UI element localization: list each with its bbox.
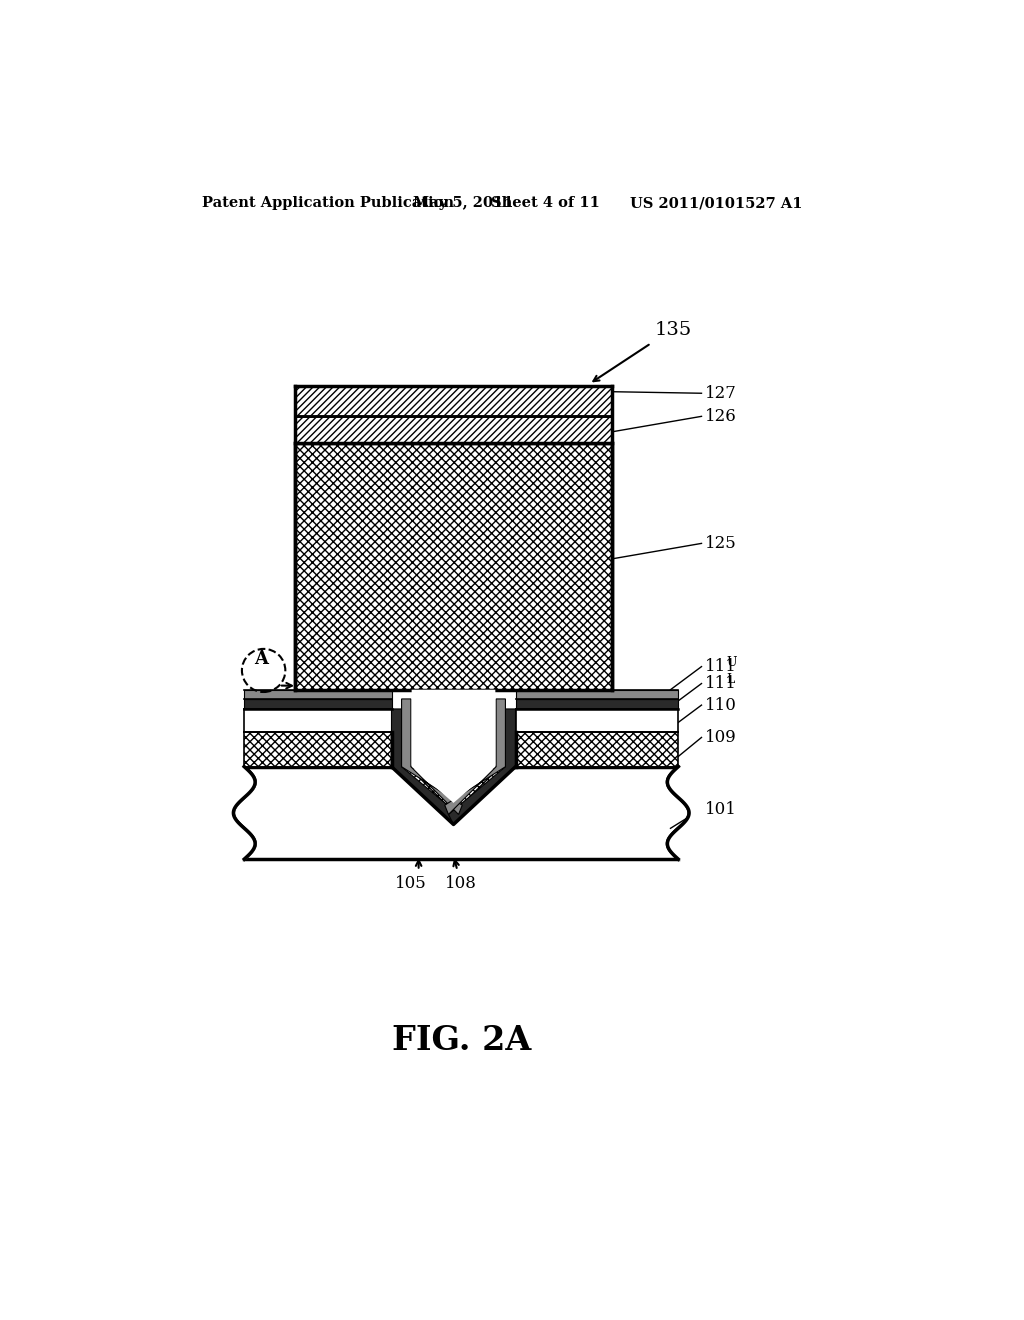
Bar bbox=[295, 444, 612, 689]
Text: 127: 127 bbox=[706, 384, 737, 401]
Bar bbox=[245, 733, 391, 767]
Bar bbox=[295, 385, 612, 416]
Text: 109: 109 bbox=[706, 729, 737, 746]
Text: Patent Application Publication: Patent Application Publication bbox=[202, 197, 454, 210]
Text: U: U bbox=[726, 656, 737, 669]
Text: Sheet 4 of 11: Sheet 4 of 11 bbox=[490, 197, 600, 210]
Text: 111: 111 bbox=[706, 675, 737, 692]
Bar bbox=[515, 689, 678, 733]
Text: 126: 126 bbox=[706, 408, 737, 425]
Text: May 5, 2011: May 5, 2011 bbox=[414, 197, 514, 210]
Text: A: A bbox=[254, 649, 268, 668]
Bar bbox=[515, 709, 678, 733]
Polygon shape bbox=[449, 709, 515, 825]
Polygon shape bbox=[391, 709, 459, 825]
Polygon shape bbox=[412, 689, 496, 803]
Text: 108: 108 bbox=[445, 875, 477, 891]
Text: 111: 111 bbox=[706, 659, 737, 675]
Bar bbox=[515, 700, 678, 709]
Bar bbox=[245, 767, 678, 859]
Text: 101: 101 bbox=[706, 800, 737, 817]
Polygon shape bbox=[444, 733, 515, 825]
Polygon shape bbox=[401, 700, 462, 814]
Bar bbox=[245, 709, 391, 733]
Bar bbox=[245, 689, 391, 733]
Polygon shape bbox=[391, 733, 463, 825]
Text: 135: 135 bbox=[655, 321, 692, 339]
Text: 105: 105 bbox=[395, 875, 427, 891]
Text: FIG. 2A: FIG. 2A bbox=[391, 1023, 530, 1056]
Bar bbox=[245, 700, 391, 709]
Bar bbox=[245, 689, 391, 700]
Polygon shape bbox=[444, 700, 506, 814]
Text: 110: 110 bbox=[706, 697, 737, 714]
Bar bbox=[515, 689, 678, 700]
Text: US 2011/0101527 A1: US 2011/0101527 A1 bbox=[630, 197, 803, 210]
Text: L: L bbox=[726, 673, 734, 686]
Bar bbox=[515, 733, 678, 767]
Text: 125: 125 bbox=[706, 535, 737, 552]
Bar bbox=[295, 416, 612, 444]
